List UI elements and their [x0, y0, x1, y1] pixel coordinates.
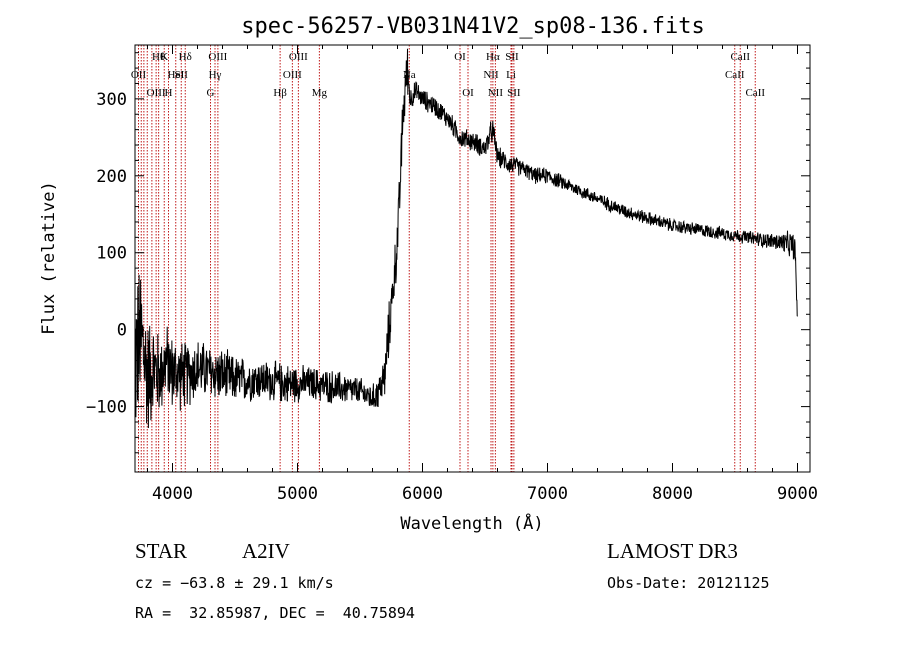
spectral-line-label: OIII: [147, 87, 166, 99]
spectral-line-label: H: [165, 87, 173, 99]
spectral-line-label: Hθ: [152, 51, 165, 63]
spectral-line-label: G: [207, 87, 215, 99]
y-tick-label: 200: [96, 167, 127, 187]
x-tick-label: 4000: [152, 484, 193, 504]
x-tick-label: 6000: [402, 484, 443, 504]
spectral-line-label: OIII: [289, 51, 308, 63]
spectral-line-label: OIII: [208, 51, 227, 63]
object-class: STAR: [135, 539, 187, 563]
x-axis-label: Wavelength (Å): [400, 512, 543, 534]
observation-date: Obs-Date: 20121125: [607, 574, 770, 592]
y-tick-label: 300: [96, 90, 127, 110]
x-tick-label: 7000: [527, 484, 568, 504]
y-tick-label: 0: [117, 321, 127, 341]
x-axis-ticks: 4000 5000 6000 7000 8000 9000: [147, 45, 818, 504]
coordinates: RA = 32.85987, DEC = 40.75894: [135, 604, 415, 622]
y-axis-label: Flux (relative): [39, 181, 59, 335]
y-axis-ticks: −100 0 100 200 300: [86, 52, 810, 454]
spectral-line-label: OI: [454, 51, 466, 63]
spectral-line-label: Mg: [312, 87, 328, 99]
spectral-line-label: K: [160, 51, 168, 63]
spectral-line-label: SII: [507, 87, 521, 99]
x-tick-label: 5000: [277, 484, 318, 504]
spectrum-line: [135, 48, 798, 429]
spectral-line-label: CaII: [730, 51, 750, 63]
x-tick-label: 8000: [652, 484, 693, 504]
object-subclass: A2IV: [242, 539, 290, 563]
x-tick-label: 9000: [777, 484, 818, 504]
y-tick-label: −100: [86, 398, 127, 418]
spectral-line-label: SII: [505, 51, 519, 63]
spectral-line-label: HeI: [168, 69, 185, 81]
spectral-line-label: NII: [488, 87, 504, 99]
redshift-cz: cz = −63.8 ± 29.1 km/s: [135, 574, 334, 592]
survey-label: LAMOST DR3: [607, 539, 738, 563]
spectral-line-label: Hγ: [209, 69, 222, 81]
spectral-line-label: CaII: [725, 69, 745, 81]
spectral-line-label: CaII: [745, 87, 765, 99]
spectral-line-label: Li: [506, 69, 516, 81]
y-tick-label: 100: [96, 244, 127, 264]
spectral-line-labels: OIIOIIIHθKHHeISIIHδGHγOIIIHβOIIIOIIIMgNa…: [131, 51, 765, 99]
spectral-line-label: Hδ: [179, 51, 192, 63]
spectral-line-label: Hα: [486, 51, 500, 63]
spectral-line-label: SII: [175, 69, 189, 81]
spectral-line-label: OI: [462, 87, 474, 99]
spectral-line-label: Hβ: [273, 87, 287, 99]
spectral-line-label: NII: [483, 69, 499, 81]
chart-title: spec-56257-VB031N41V2_sp08-136.fits: [241, 14, 705, 39]
plot-frame: [134, 44, 811, 473]
spectral-line-label: OII: [131, 69, 147, 81]
spectral-line-markers: [138, 45, 756, 472]
spectral-line-label: OIII: [283, 69, 302, 81]
